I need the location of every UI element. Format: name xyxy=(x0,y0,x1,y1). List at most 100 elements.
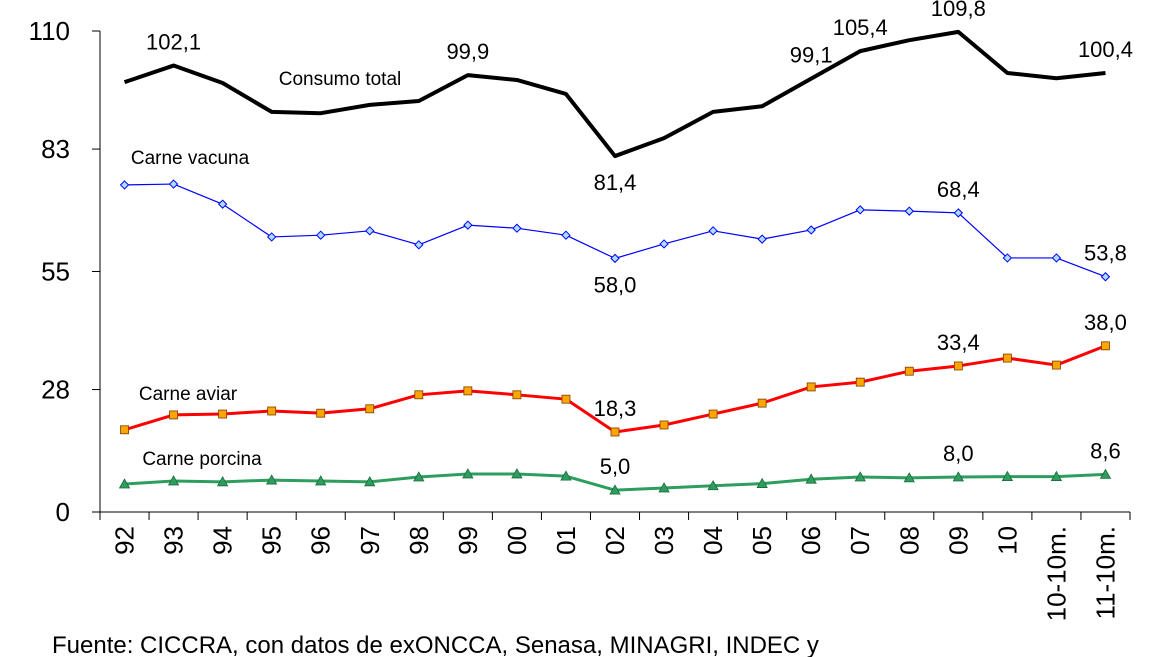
marker xyxy=(610,253,620,264)
marker xyxy=(708,226,718,236)
x-tick-label: 92 xyxy=(110,526,140,555)
marker xyxy=(903,472,915,483)
marker xyxy=(266,232,277,242)
x-tick-label: 11-10m. xyxy=(1090,526,1120,619)
marker xyxy=(1051,253,1062,263)
marker xyxy=(118,478,131,489)
value-label: 81,4 xyxy=(594,170,637,195)
x-tick-label: 95 xyxy=(257,526,287,555)
value-label: 68,4 xyxy=(937,177,980,202)
marker xyxy=(561,230,571,240)
marker xyxy=(119,180,130,190)
value-label: 38,0 xyxy=(1084,310,1127,335)
marker xyxy=(1001,470,1014,481)
x-tick-label: 96 xyxy=(306,526,336,555)
x-tick-label: 01 xyxy=(551,526,581,555)
series-line xyxy=(123,29,1106,159)
marker xyxy=(757,398,767,408)
value-label: 99,9 xyxy=(446,39,489,64)
marker xyxy=(659,239,669,249)
value-label: 100,4 xyxy=(1078,37,1133,62)
x-tick-label: 03 xyxy=(649,526,679,555)
marker xyxy=(217,199,228,209)
marker xyxy=(1101,341,1110,351)
marker xyxy=(659,420,669,430)
marker xyxy=(267,406,277,416)
value-label: 8,0 xyxy=(943,441,974,466)
series-name: Carne vacuna xyxy=(131,148,250,169)
x-tick-label: 93 xyxy=(159,526,189,555)
value-label: 109,8 xyxy=(931,0,986,21)
marker xyxy=(1002,253,1013,263)
marker xyxy=(1050,470,1063,481)
marker xyxy=(953,208,964,218)
marker xyxy=(1002,353,1012,363)
marker xyxy=(658,482,670,493)
marker xyxy=(365,226,375,236)
series-name: Carne porcina xyxy=(142,449,262,470)
marker xyxy=(708,409,718,419)
y-tick-label: 0 xyxy=(56,497,70,527)
value-label: 102,1 xyxy=(146,30,201,55)
marker xyxy=(512,223,522,233)
marker xyxy=(511,468,523,479)
marker xyxy=(1099,468,1112,479)
marker xyxy=(756,477,768,488)
marker xyxy=(218,409,228,419)
x-tick-label: 05 xyxy=(747,526,777,555)
y-tick-label: 110 xyxy=(29,16,70,46)
marker xyxy=(463,220,473,230)
x-tick-label: 99 xyxy=(453,526,483,555)
y-tick-label: 55 xyxy=(41,257,70,287)
marker xyxy=(707,479,719,491)
marker xyxy=(169,410,178,420)
marker xyxy=(413,471,425,482)
marker xyxy=(560,470,572,481)
marker xyxy=(855,205,865,215)
value-label: 99,1 xyxy=(790,43,833,68)
y-tick-label: 28 xyxy=(41,375,70,405)
marker xyxy=(316,230,326,240)
x-tick-label: 07 xyxy=(845,526,875,555)
marker xyxy=(610,427,620,437)
x-tick-label: 02 xyxy=(600,526,630,555)
marker xyxy=(904,366,914,376)
series-name: Carne aviar xyxy=(139,384,238,405)
marker xyxy=(806,382,816,392)
marker xyxy=(168,179,179,189)
marker xyxy=(855,377,865,387)
marker xyxy=(120,425,129,435)
marker xyxy=(463,386,473,396)
value-label: 33,4 xyxy=(937,330,980,355)
value-label: 5,0 xyxy=(600,454,631,479)
value-label: 18,3 xyxy=(594,396,637,421)
marker xyxy=(265,474,278,485)
source-note: Fuente: CICCRA, con datos de exONCCA, Se… xyxy=(52,632,819,657)
value-label: 58,0 xyxy=(594,272,637,297)
value-label: 105,4 xyxy=(833,15,888,40)
x-tick-label: 10-10m. xyxy=(1041,526,1071,621)
marker xyxy=(806,225,816,235)
marker xyxy=(365,404,375,414)
marker xyxy=(462,468,474,479)
marker xyxy=(414,390,424,400)
value-label: 8,6 xyxy=(1090,438,1121,463)
marker xyxy=(953,361,963,371)
marker xyxy=(757,234,767,244)
marker xyxy=(854,471,866,482)
x-tick-label: 10 xyxy=(992,526,1022,555)
x-tick-label: 94 xyxy=(208,526,238,555)
marker xyxy=(512,390,522,400)
x-tick-label: 06 xyxy=(796,526,826,555)
marker xyxy=(364,476,376,487)
marker xyxy=(904,206,914,216)
marker xyxy=(315,475,327,486)
marker xyxy=(216,476,229,487)
series-name: Consumo total xyxy=(279,69,402,90)
x-tick-label: 09 xyxy=(943,526,973,555)
marker xyxy=(609,484,621,495)
marker xyxy=(167,475,180,486)
x-tick-label: 98 xyxy=(404,526,434,555)
x-tick-label: 04 xyxy=(698,526,728,555)
